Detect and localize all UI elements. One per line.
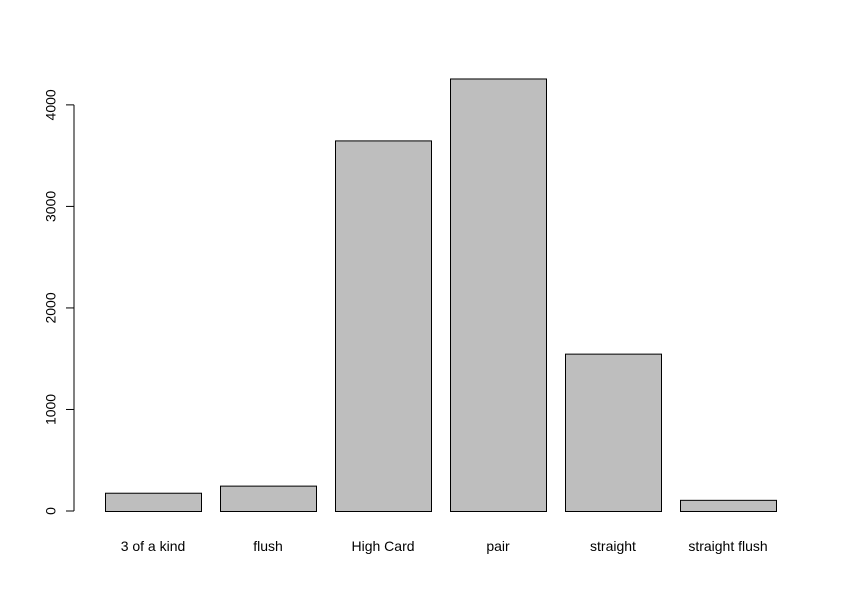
bar-high-card bbox=[335, 140, 432, 512]
x-category-label: High Card bbox=[351, 538, 414, 554]
bar-straight bbox=[565, 353, 662, 513]
y-tick-label: 3000 bbox=[43, 191, 59, 222]
y-axis: 0 1000 2000 3000 4000 bbox=[43, 89, 75, 515]
y-tick-label: 1000 bbox=[43, 394, 59, 425]
x-category-label: 3 of a kind bbox=[121, 538, 186, 554]
bar-flush bbox=[220, 485, 317, 512]
y-tick-label: 2000 bbox=[43, 292, 59, 323]
y-tick-label: 0 bbox=[43, 507, 59, 515]
bar-straight-flush bbox=[680, 499, 777, 512]
bars bbox=[105, 78, 777, 513]
x-axis-labels: 3 of a kind flush High Card pair straight str… bbox=[121, 538, 768, 554]
x-category-label: straight bbox=[590, 538, 636, 554]
x-category-label: flush bbox=[253, 538, 283, 554]
bar-3-of-a-kind bbox=[105, 492, 202, 513]
y-tick-label: 4000 bbox=[43, 89, 59, 120]
x-category-label: straight flush bbox=[688, 538, 767, 554]
x-category-label: pair bbox=[486, 538, 510, 554]
bar-pair bbox=[450, 78, 547, 512]
